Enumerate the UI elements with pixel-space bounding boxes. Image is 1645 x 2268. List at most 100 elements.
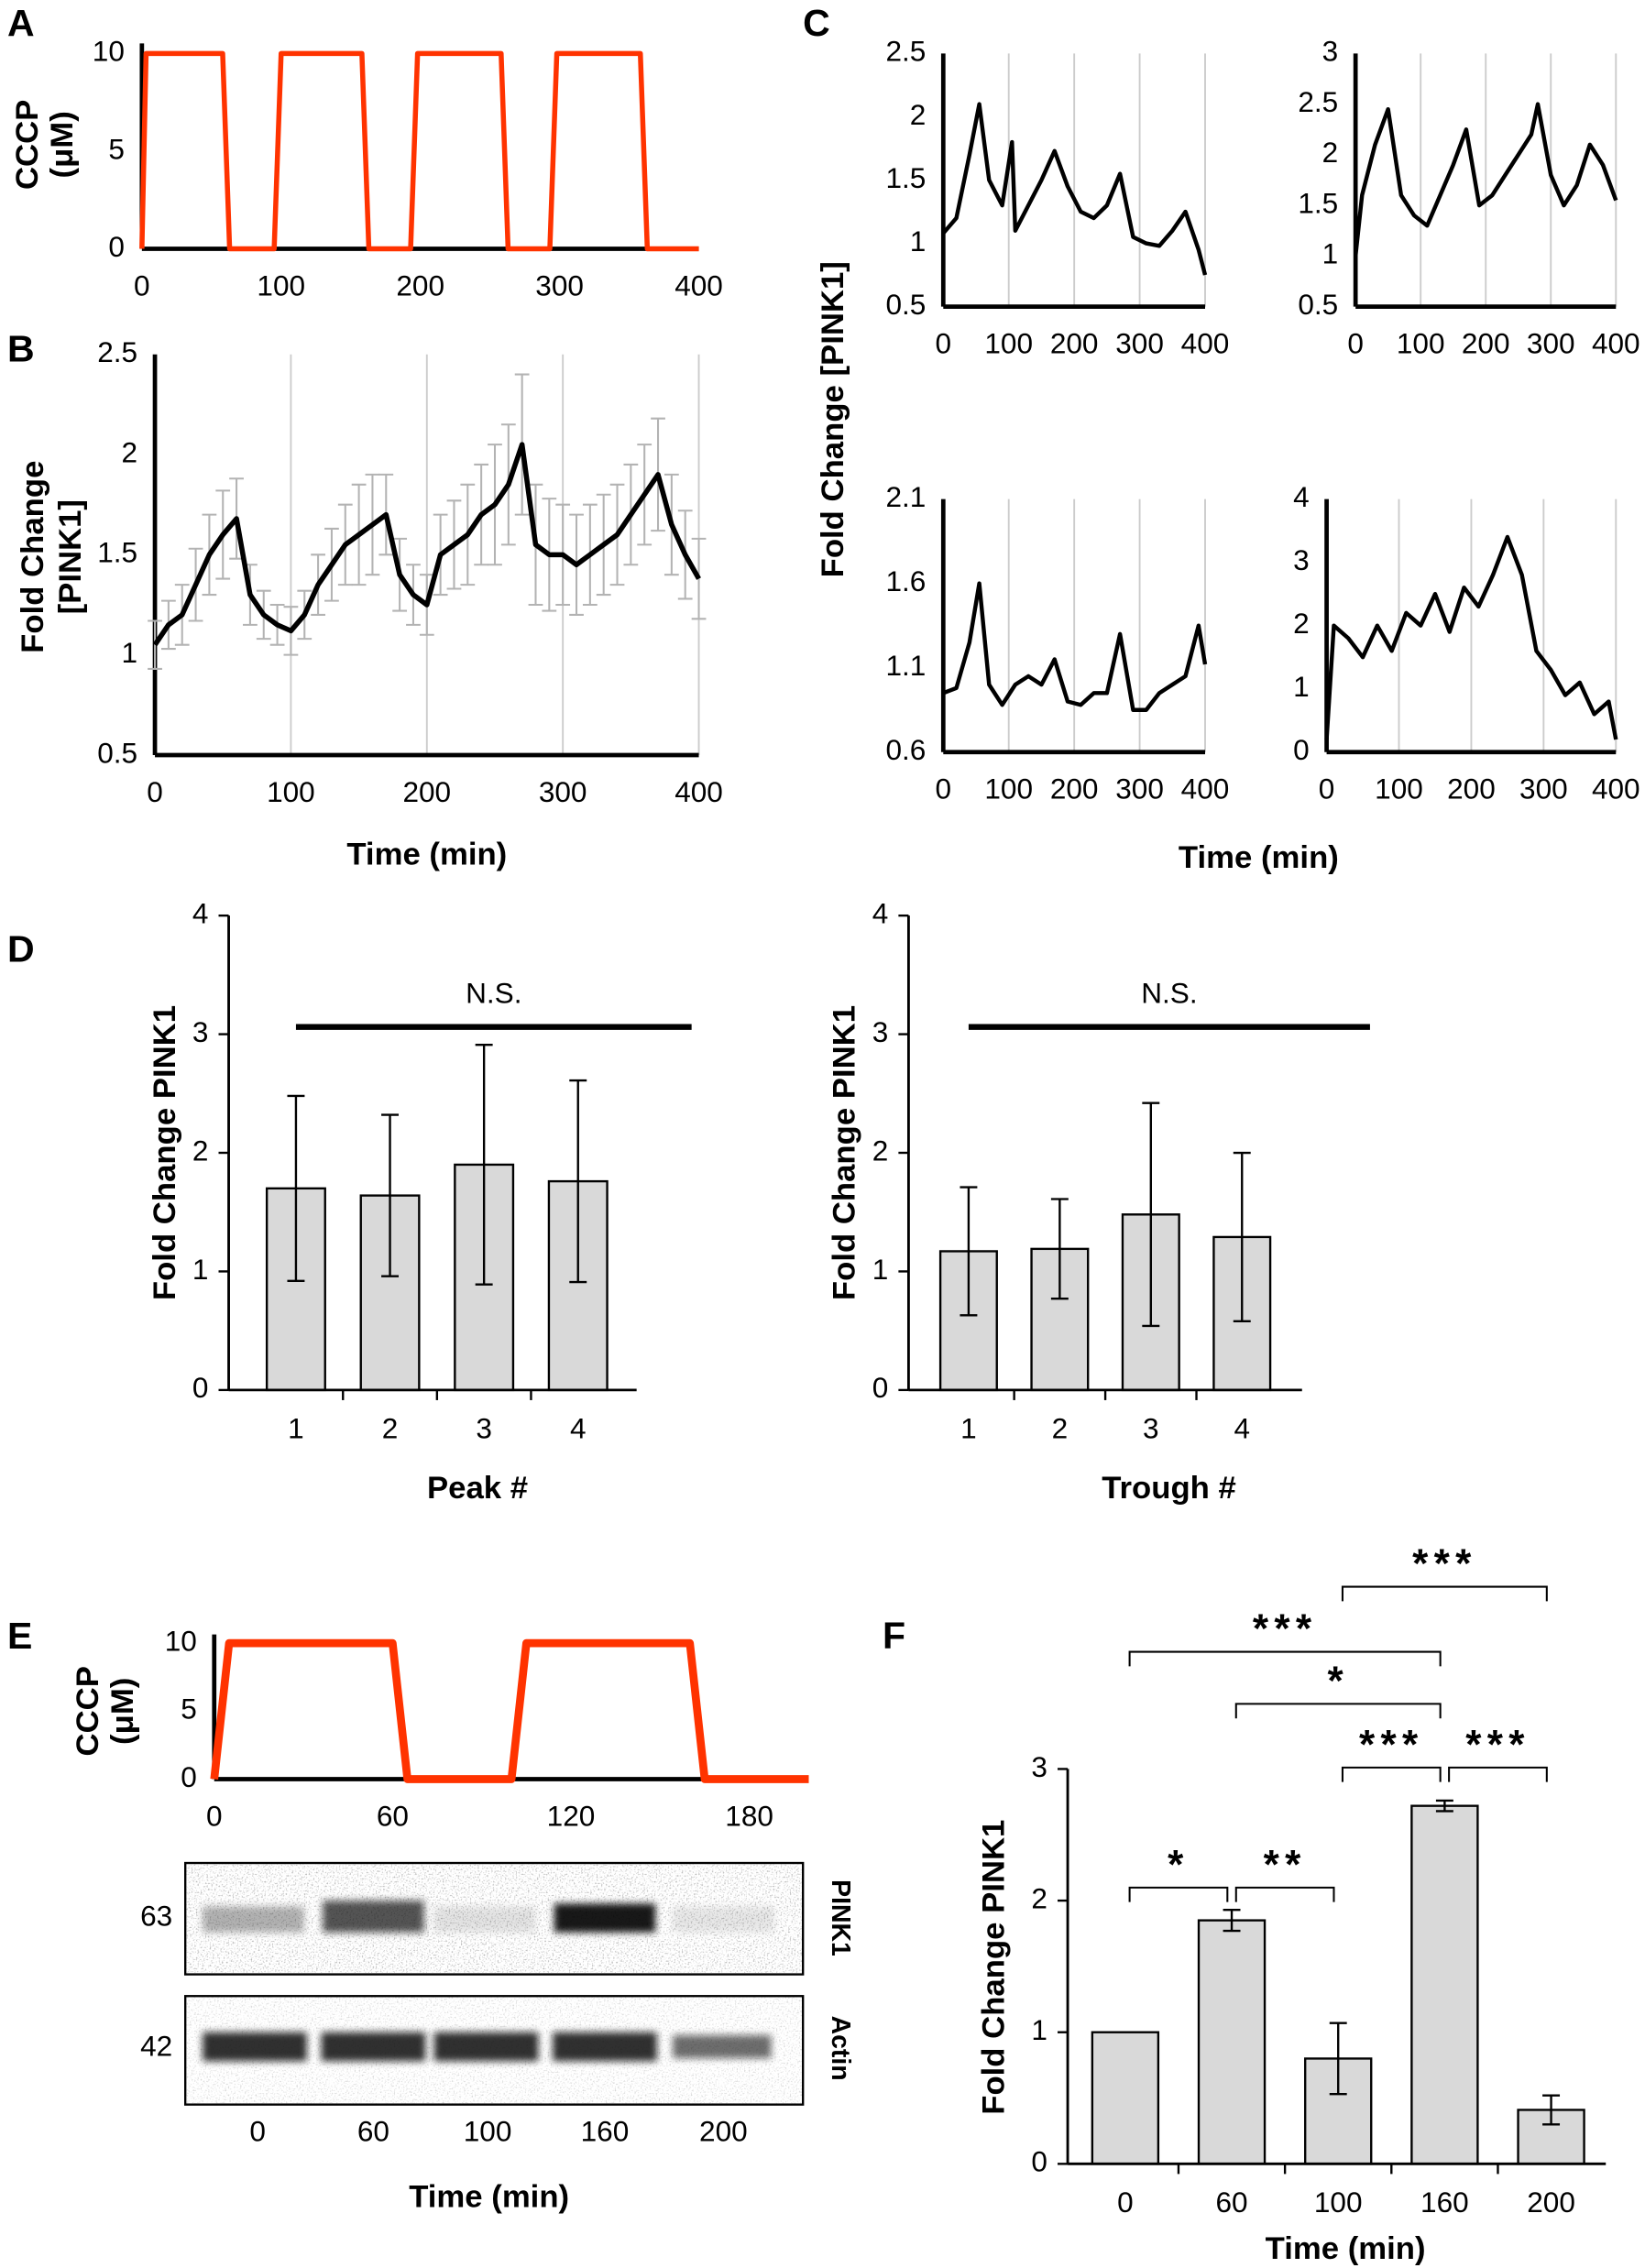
y-tick-label: 2.5 bbox=[1298, 85, 1338, 118]
y-tick-label: 0 bbox=[192, 1371, 209, 1404]
y-tick-label: 1 bbox=[192, 1253, 209, 1286]
band bbox=[433, 2032, 539, 2062]
error-bar bbox=[1223, 1908, 1241, 1933]
y-tick-label: 1 bbox=[122, 636, 138, 669]
line-series bbox=[152, 442, 701, 647]
y-tick-label: 0 bbox=[108, 230, 125, 263]
error-bar bbox=[1142, 1101, 1160, 1328]
y-tick-label: 3 bbox=[872, 1015, 889, 1048]
x-tick-label: 400 bbox=[1592, 772, 1640, 805]
y-axis-title: (μM) bbox=[45, 111, 80, 178]
y-tick-label: 1 bbox=[910, 225, 927, 257]
x-tick-label: 60 bbox=[377, 1799, 409, 1832]
line-series bbox=[210, 1638, 809, 1783]
panel-label: E bbox=[7, 1615, 32, 1657]
lane-label: 200 bbox=[699, 2115, 748, 2148]
x-tick-label: 300 bbox=[1115, 327, 1164, 360]
y-tick-label: 2 bbox=[1031, 1881, 1047, 1914]
x-tick-label: 0 bbox=[206, 1799, 223, 1832]
band bbox=[321, 2032, 426, 2062]
x-tick-label: 400 bbox=[1181, 772, 1230, 805]
x-tick-label: 200 bbox=[396, 268, 444, 301]
y-tick-label: 4 bbox=[1293, 480, 1310, 513]
x-tick-label: 300 bbox=[535, 268, 584, 301]
y-tick-label: 3 bbox=[192, 1015, 209, 1048]
significance-bracket bbox=[1341, 1585, 1548, 1602]
significance-label: * bbox=[1327, 1659, 1349, 1704]
x-axis-title: Trough # bbox=[1102, 1471, 1236, 1506]
annotation: N.S. bbox=[1141, 976, 1197, 1009]
error-bar bbox=[1435, 1799, 1453, 1813]
x-tick-label: 300 bbox=[1527, 327, 1575, 360]
x-tick-label: 0 bbox=[936, 772, 952, 805]
x-tick-label: 1 bbox=[288, 1411, 304, 1444]
band bbox=[554, 1903, 656, 1933]
significance-bracket bbox=[1234, 1703, 1442, 1719]
y-tick-label: 1 bbox=[872, 1253, 889, 1286]
x-tick-label: 0 bbox=[936, 327, 952, 360]
y-tick-label: 2 bbox=[122, 435, 138, 468]
y-tick-label: 1.1 bbox=[885, 649, 926, 682]
panel-label: A bbox=[7, 2, 35, 44]
y-tick-label: 2 bbox=[192, 1134, 209, 1167]
x-tick-label: 3 bbox=[1143, 1411, 1159, 1444]
mw-marker: 63 bbox=[140, 1899, 172, 1932]
significance-bracket bbox=[1234, 1886, 1335, 1902]
y-tick-label: 2 bbox=[1322, 136, 1339, 169]
y-axis-title: (μM) bbox=[105, 1678, 140, 1745]
x-tick-label: 2 bbox=[1052, 1411, 1069, 1444]
panel-label: B bbox=[7, 327, 35, 369]
y-axis-title: Fold Change PINK1 bbox=[148, 1005, 182, 1300]
x-tick-label: 100 bbox=[984, 772, 1033, 805]
error-bar bbox=[1542, 2094, 1561, 2126]
y-tick-label: 4 bbox=[192, 896, 209, 929]
y-axis-title: [PINK1] bbox=[53, 499, 88, 614]
error-bar bbox=[569, 1079, 587, 1284]
y-tick-label: 2.5 bbox=[97, 335, 137, 368]
x-tick-label: 0 bbox=[134, 268, 150, 301]
x-tick-label: 180 bbox=[725, 1799, 773, 1832]
y-tick-label: 2 bbox=[872, 1134, 889, 1167]
y-tick-label: 1 bbox=[1322, 237, 1339, 270]
x-tick-label: 0 bbox=[1117, 2186, 1134, 2219]
lane-label: 60 bbox=[357, 2115, 389, 2148]
y-tick-label: 10 bbox=[165, 1624, 197, 1657]
x-tick-label: 400 bbox=[1181, 327, 1230, 360]
y-tick-label: 2 bbox=[1293, 607, 1310, 640]
x-tick-label: 200 bbox=[1447, 772, 1496, 805]
x-tick-label: 100 bbox=[1314, 2186, 1363, 2219]
x-tick-label: 100 bbox=[257, 268, 305, 301]
y-tick-label: 2.1 bbox=[885, 480, 926, 513]
x-tick-label: 200 bbox=[1050, 772, 1099, 805]
y-tick-label: 0.6 bbox=[885, 733, 926, 766]
x-tick-label: 400 bbox=[674, 268, 723, 301]
band bbox=[673, 1906, 774, 1933]
y-tick-label: 1 bbox=[1293, 670, 1310, 703]
band bbox=[433, 1906, 536, 1933]
x-tick-label: 200 bbox=[1050, 327, 1099, 360]
y-tick-label: 1.5 bbox=[885, 161, 926, 194]
error-bar bbox=[960, 1186, 978, 1317]
y-tick-label: 1 bbox=[1031, 2013, 1047, 2046]
y-tick-label: 4 bbox=[872, 896, 889, 929]
bar bbox=[1197, 1919, 1267, 2165]
y-tick-label: 5 bbox=[108, 132, 125, 165]
x-axis-title: Time (min) bbox=[346, 838, 507, 872]
y-tick-label: 0.5 bbox=[885, 288, 926, 321]
y-tick-label: 3 bbox=[1293, 543, 1310, 576]
y-axis-title: CCCP bbox=[71, 1666, 105, 1756]
x-tick-label: 0 bbox=[147, 775, 163, 808]
significance-label: * bbox=[1168, 1842, 1190, 1887]
y-tick-label: 0 bbox=[181, 1760, 197, 1793]
x-tick-label: 4 bbox=[570, 1411, 587, 1444]
band bbox=[203, 1906, 304, 1933]
panel-label: D bbox=[7, 927, 35, 970]
x-tick-label: 400 bbox=[1592, 327, 1640, 360]
y-tick-label: 1.6 bbox=[885, 564, 926, 597]
x-tick-label: 0 bbox=[1319, 772, 1335, 805]
x-tick-label: 3 bbox=[476, 1411, 492, 1444]
y-tick-label: 1.5 bbox=[1298, 186, 1338, 219]
y-axis-title: Fold Change bbox=[16, 461, 50, 653]
x-axis-title: Peak # bbox=[427, 1471, 528, 1506]
